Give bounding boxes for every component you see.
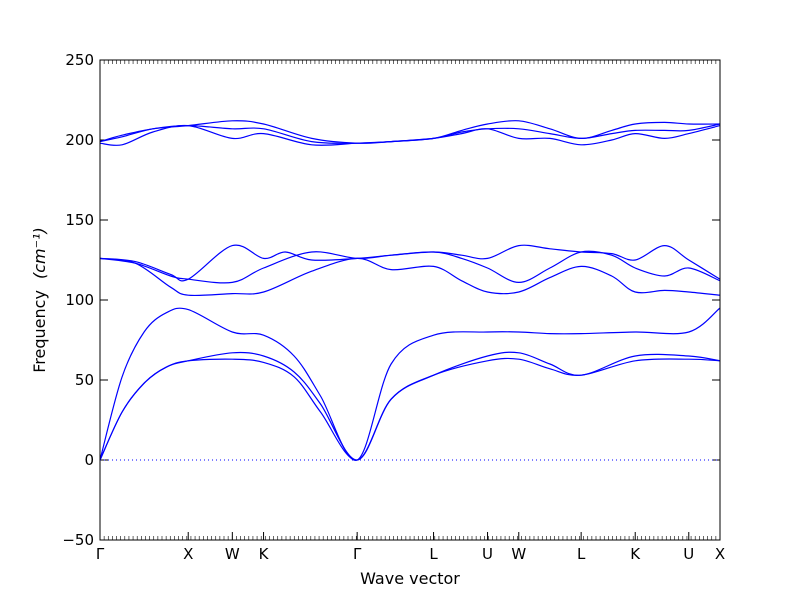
y-axis-label-text: Frequency (30, 290, 49, 373)
x-tick-label: Γ (96, 545, 105, 563)
y-tick-label: 200 (65, 131, 94, 149)
plot-frame (99, 59, 721, 541)
band-lines (99, 120, 721, 461)
band-line (99, 250, 721, 284)
x-tick-label: W (225, 545, 240, 563)
band-line (99, 307, 721, 461)
x-tick-label: X (715, 545, 725, 563)
y-tick-label: 0 (84, 451, 94, 469)
x-tick-label: K (630, 545, 641, 563)
x-tick-label: X (183, 545, 193, 563)
x-tick-label: U (683, 545, 694, 563)
x-tick-label: K (259, 545, 270, 563)
x-tick-label: U (482, 545, 493, 563)
x-tick-label: Γ (353, 545, 362, 563)
y-tick-labels: −50 0 50 100 150 200 250 (62, 51, 94, 549)
x-tick-label: L (429, 545, 438, 563)
y-tick-label: 250 (65, 51, 94, 69)
band-line (99, 257, 721, 297)
band-line (99, 244, 721, 282)
y-axis-label-unit: (cm⁻¹) (30, 227, 49, 279)
y-tick-label: 100 (65, 291, 94, 309)
x-tick-label: L (577, 545, 586, 563)
y-tick-label: −50 (62, 531, 94, 549)
x-tick-label: W (511, 545, 526, 563)
minor-ticks (99, 60, 721, 540)
y-tick-label: 50 (75, 371, 94, 389)
x-axis-label: Wave vector (360, 569, 460, 588)
y-axis-label: Frequency (cm⁻¹) (30, 227, 49, 372)
band-line (99, 120, 721, 144)
y-tick-label: 150 (65, 211, 94, 229)
